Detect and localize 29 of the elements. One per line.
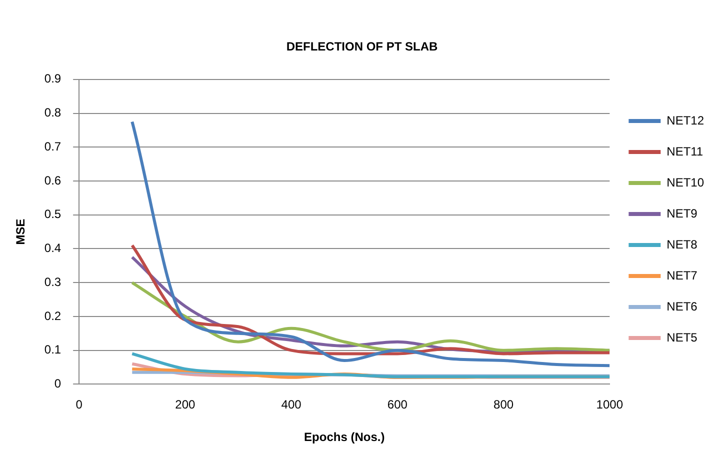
y-tick-label: 0.5	[44, 207, 62, 222]
x-tick-label: 600	[387, 398, 408, 412]
x-tick-label: 800	[494, 398, 514, 412]
legend-label: NET9	[666, 206, 698, 220]
line-series	[130, 352, 610, 378]
legend-label: NET10	[666, 175, 704, 190]
line-series	[130, 120, 610, 368]
x-tick-label: 0	[76, 398, 83, 412]
y-tick-label: 0.9	[44, 72, 62, 86]
y-tick-label: 0.4	[44, 241, 62, 256]
y-tick-label: 0.6	[44, 173, 62, 188]
legend-label: NET5	[666, 330, 698, 344]
x-tick-label: 1000	[596, 398, 624, 412]
y-tick-label: 0.8	[44, 106, 62, 120]
chart-title: DEFLECTION OF PT SLAB	[286, 40, 438, 54]
legend-label: NET7	[666, 268, 698, 282]
legend-label: NET8	[666, 237, 698, 252]
y-tick-label: 0.7	[44, 139, 62, 154]
x-axis-title: Epochs (Nos.)	[304, 430, 385, 444]
y-axis-title: MSE	[14, 218, 28, 245]
legend-label: NET12	[666, 113, 704, 128]
y-tick-label: 0.2	[44, 308, 62, 323]
y-tick-label: 0.1	[44, 342, 62, 357]
legend-label: NET6	[666, 299, 698, 314]
legend-label: NET11	[666, 144, 704, 158]
y-tick-label: 0	[54, 376, 62, 391]
x-tick-label: 200	[175, 398, 196, 412]
x-tick-label: 400	[281, 398, 302, 412]
y-tick-label: 0.3	[44, 274, 62, 289]
